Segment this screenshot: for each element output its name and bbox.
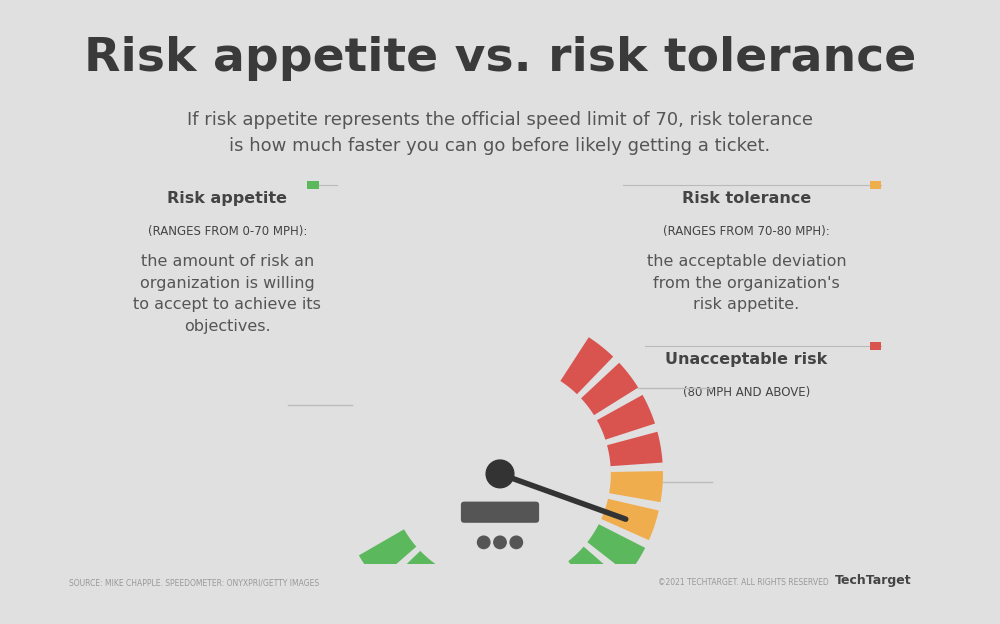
Polygon shape — [489, 584, 520, 624]
Text: Risk tolerance: Risk tolerance — [682, 191, 811, 206]
Polygon shape — [607, 432, 663, 466]
FancyBboxPatch shape — [461, 502, 539, 523]
Polygon shape — [519, 577, 558, 624]
Polygon shape — [581, 363, 638, 415]
Polygon shape — [587, 524, 645, 574]
Text: If risk appetite represents the official speed limit of 70, risk tolerance
is ho: If risk appetite represents the official… — [187, 110, 813, 155]
Bar — [870, 342, 881, 349]
Text: Unacceptable risk: Unacceptable risk — [665, 352, 828, 367]
Bar — [870, 182, 881, 189]
Text: TechTarget: TechTarget — [834, 574, 911, 587]
Polygon shape — [545, 565, 593, 623]
Bar — [307, 182, 319, 189]
Circle shape — [494, 536, 506, 548]
Circle shape — [478, 536, 490, 548]
Polygon shape — [568, 547, 623, 602]
Polygon shape — [359, 529, 416, 581]
Polygon shape — [609, 471, 663, 502]
Text: the amount of risk an
organization is willing
to accept to achieve its
objective: the amount of risk an organization is wi… — [133, 254, 321, 334]
Text: (80 MPH AND ABOVE): (80 MPH AND ABOVE) — [683, 386, 810, 399]
Text: Risk appetite vs. risk tolerance: Risk appetite vs. risk tolerance — [84, 36, 916, 81]
Polygon shape — [383, 551, 436, 607]
Polygon shape — [601, 499, 659, 540]
Polygon shape — [597, 395, 655, 440]
Circle shape — [510, 536, 522, 548]
Polygon shape — [450, 579, 486, 624]
Text: ©2021 TECHTARGET. ALL RIGHTS RESERVED: ©2021 TECHTARGET. ALL RIGHTS RESERVED — [658, 578, 829, 587]
Text: the acceptable deviation
from the organization's
risk appetite.: the acceptable deviation from the organi… — [647, 254, 846, 312]
Text: (RANGES FROM 70-80 MPH):: (RANGES FROM 70-80 MPH): — [663, 225, 830, 238]
Polygon shape — [414, 568, 460, 624]
Text: (RANGES FROM 0-70 MPH):: (RANGES FROM 0-70 MPH): — [148, 225, 307, 238]
Circle shape — [486, 460, 514, 488]
Text: Risk appetite: Risk appetite — [167, 191, 287, 206]
Polygon shape — [560, 337, 613, 394]
Text: SOURCE: MIKE CHAPPLE. SPEEDOMETER: ONYXPRI/GETTY IMAGES: SOURCE: MIKE CHAPPLE. SPEEDOMETER: ONYXP… — [69, 578, 319, 587]
